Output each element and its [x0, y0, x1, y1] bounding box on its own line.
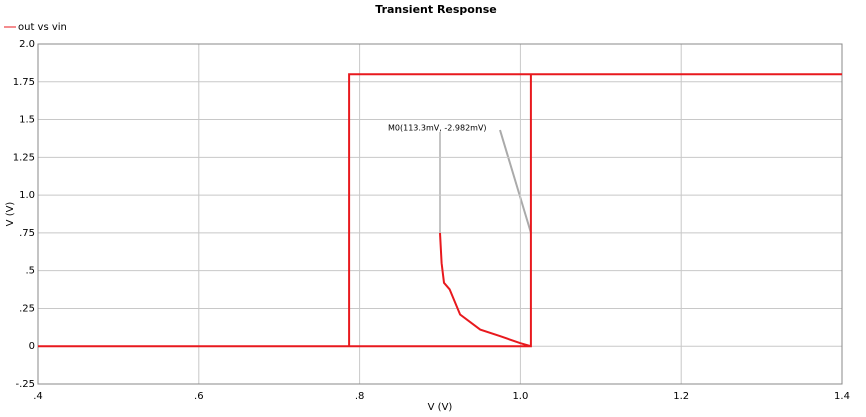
x-tick-label: .4	[33, 391, 43, 402]
marker-annotation: M0(113.3mV, -2.982mV)	[388, 124, 487, 133]
y-tick-label: 0	[29, 341, 35, 352]
y-tick-label: .75	[19, 228, 35, 239]
y-tick-label: 1.25	[13, 152, 35, 163]
y-tick-label: 1.0	[19, 190, 35, 201]
marker-leader	[499, 129, 532, 234]
x-tick-label: 1.0	[512, 391, 528, 402]
y-tick-label: 2.0	[19, 39, 35, 50]
plot-frame	[37, 43, 843, 385]
x-tick-label: 1.4	[834, 391, 850, 402]
y-tick-label: 1.75	[13, 77, 35, 88]
y-tick-label: -.25	[15, 379, 35, 390]
y-axis-label: V (V)	[5, 202, 16, 227]
y-tick-label: 1.5	[19, 115, 35, 126]
chart-title: Transient Response	[375, 3, 496, 16]
y-tick-label: .25	[19, 303, 35, 314]
x-tick-label: .8	[355, 391, 365, 402]
x-tick-label: .6	[194, 391, 204, 402]
x-tick-label: 1.2	[673, 391, 689, 402]
y-tick-label: .5	[25, 266, 35, 277]
legend-label: out vs vin	[18, 22, 67, 33]
x-axis-label: V (V)	[428, 402, 453, 413]
series-line	[38, 73, 842, 348]
